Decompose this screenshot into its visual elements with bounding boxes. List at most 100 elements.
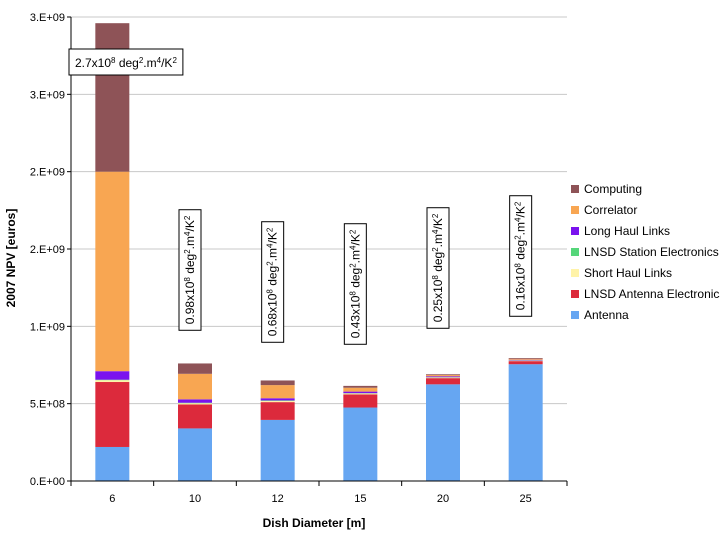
bar-segment-correlator xyxy=(508,358,543,360)
bar-segment-long-haul-links xyxy=(508,359,543,361)
annotation-box xyxy=(178,209,202,331)
legend-swatch xyxy=(571,247,579,256)
annotation-box xyxy=(343,223,367,345)
bar-segment-antenna xyxy=(343,407,378,481)
x-tick-label: 12 xyxy=(272,493,284,505)
annotation-text: 0.25x108 deg2.m4/K2 xyxy=(431,213,446,322)
legend-label: Long Haul Links xyxy=(584,223,671,238)
y-tick-label: 2.E+09 xyxy=(30,167,65,179)
bar-stack-12 xyxy=(260,380,295,481)
bar-stacks xyxy=(95,23,543,481)
bar-segment-long-haul-links xyxy=(95,371,130,380)
x-tick-label: 6 xyxy=(109,493,115,505)
bar-segment-correlator xyxy=(178,373,212,400)
bar-stack-20 xyxy=(426,374,460,481)
y-tick-label: 2.E+09 xyxy=(30,244,65,256)
legend-label: LNSD Antenna Electronics xyxy=(584,286,720,301)
annotation-10: 0.98x108 deg2.m4/K2 xyxy=(178,209,202,331)
bar-stack-25 xyxy=(508,358,543,481)
bar-segment-lnsd-antenna-electronics xyxy=(95,382,130,447)
annotation-text: 0.68x108 deg2.m4/K2 xyxy=(265,227,280,336)
annotation-text: 0.43x108 deg2.m4/K2 xyxy=(348,229,363,338)
bar-segment-correlator xyxy=(343,387,378,392)
bar-segment-lnsd-antenna-electronics xyxy=(426,378,460,385)
bar-segment-long-haul-links xyxy=(343,391,378,394)
annotation-box xyxy=(261,221,285,343)
legend-item-antenna: Antenna xyxy=(571,304,720,325)
y-tick-label: 1.E+09 xyxy=(30,321,65,333)
legend-label: Correlator xyxy=(584,202,638,217)
y-tick-label: 5.E+08 xyxy=(30,399,65,411)
bar-segment-antenna xyxy=(426,384,460,481)
bar-segment-computing xyxy=(178,363,212,374)
legend-swatch xyxy=(571,226,579,235)
x-axis-title: Dish Diameter [m] xyxy=(263,516,366,530)
bar-stack-6 xyxy=(95,23,130,481)
gridlines xyxy=(67,16,567,482)
bar-segment-computing xyxy=(426,374,460,376)
bar-segment-antenna xyxy=(508,364,543,481)
bar-segment-short-haul-links xyxy=(95,380,130,383)
annotation-15: 0.43x108 deg2.m4/K2 xyxy=(343,223,367,345)
annotation-text: 0.16x108 deg2.m4/K2 xyxy=(513,201,528,310)
annotation-rotated: 0.68x108 deg2.m4/K2 xyxy=(261,221,285,343)
bar-segment-short-haul-links xyxy=(343,393,378,395)
annotation-rotated: 0.25x108 deg2.m4/K2 xyxy=(426,207,450,329)
x-tick-label: 10 xyxy=(189,493,201,505)
y-tick-labels: 0.E+00 5.E+08 1.E+09 2.E+09 2.E+09 3.E+09 3.E+… xyxy=(30,12,65,488)
y-tick-label: 3.E+09 xyxy=(30,89,65,101)
bar-segment-short-haul-links xyxy=(260,400,295,403)
axes xyxy=(70,17,568,486)
bar-segment-computing xyxy=(508,358,543,359)
annotations: 2.7x108 deg2.m4/K2 0.98x108 deg2.m4/K2 0.6… xyxy=(68,48,533,345)
legend-item-lnsd-station-electronics: LNSD Station Electronics xyxy=(571,241,720,262)
annotation-20: 0.25x108 deg2.m4/K2 xyxy=(426,207,450,329)
annotation-box xyxy=(426,207,450,329)
annotation-rotated: 0.43x108 deg2.m4/K2 xyxy=(343,223,367,345)
annotation-25: 0.16x108 deg2.m4/K2 xyxy=(509,195,533,317)
legend-label: LNSD Station Electronics xyxy=(584,244,719,259)
legend-swatch xyxy=(571,310,579,319)
bar-segment-lnsd-antenna-electronics xyxy=(260,402,295,420)
legend-swatch xyxy=(571,184,579,193)
legend-swatch xyxy=(571,205,579,214)
annotation-rotated: 0.98x108 deg2.m4/K2 xyxy=(178,209,202,331)
bar-segment-computing xyxy=(260,380,295,386)
bar-segment-long-haul-links xyxy=(178,399,212,403)
bar-segment-long-haul-links xyxy=(260,398,295,401)
annotation-text: 2.7x108 deg2.m4/K2 xyxy=(75,56,177,71)
legend-swatch xyxy=(571,289,579,298)
bar-segment-correlator xyxy=(260,385,295,399)
legend-label: Antenna xyxy=(584,307,629,322)
bar-segment-lnsd-antenna-electronics xyxy=(178,404,212,429)
bar-segment-antenna xyxy=(260,419,295,481)
bar-segment-lnsd-antenna-electronics xyxy=(508,361,543,365)
x-tick-label: 20 xyxy=(437,493,449,505)
x-tick-labels: 6 10 12 15 20 25 xyxy=(109,493,532,505)
legend-item-lnsd-antenna-electronics: LNSD Antenna Electronics xyxy=(571,283,720,304)
bar-stack-15 xyxy=(343,385,378,481)
annotation-12: 0.68x108 deg2.m4/K2 xyxy=(261,221,285,343)
bar-segment-short-haul-links xyxy=(178,403,212,405)
legend: Computing Correlator Long Haul Links LNS… xyxy=(571,178,720,325)
x-tick-label: 15 xyxy=(354,493,366,505)
legend-swatch xyxy=(571,268,579,277)
annotation-box xyxy=(68,48,184,76)
bar-segment-antenna xyxy=(178,428,212,481)
bar-segment-correlator xyxy=(426,375,460,377)
bar-segment-short-haul-links xyxy=(426,377,460,379)
annotation-6: 2.7x108 deg2.m4/K2 xyxy=(68,48,184,76)
y-axis-title: 2007 NPV [euros] xyxy=(4,209,18,308)
legend-item-computing: Computing xyxy=(571,178,720,199)
x-tick-label: 25 xyxy=(520,493,532,505)
bar-stack-10 xyxy=(178,363,212,481)
bar-segment-computing xyxy=(95,23,130,172)
bar-segment-antenna xyxy=(95,446,130,481)
bar-segment-computing xyxy=(343,385,378,388)
annotation-rotated: 0.16x108 deg2.m4/K2 xyxy=(509,195,533,317)
annotation-text: 0.98x108 deg2.m4/K2 xyxy=(183,215,198,324)
y-tick-label: 3.E+09 xyxy=(30,12,65,24)
legend-label: Short Haul Links xyxy=(584,265,673,280)
